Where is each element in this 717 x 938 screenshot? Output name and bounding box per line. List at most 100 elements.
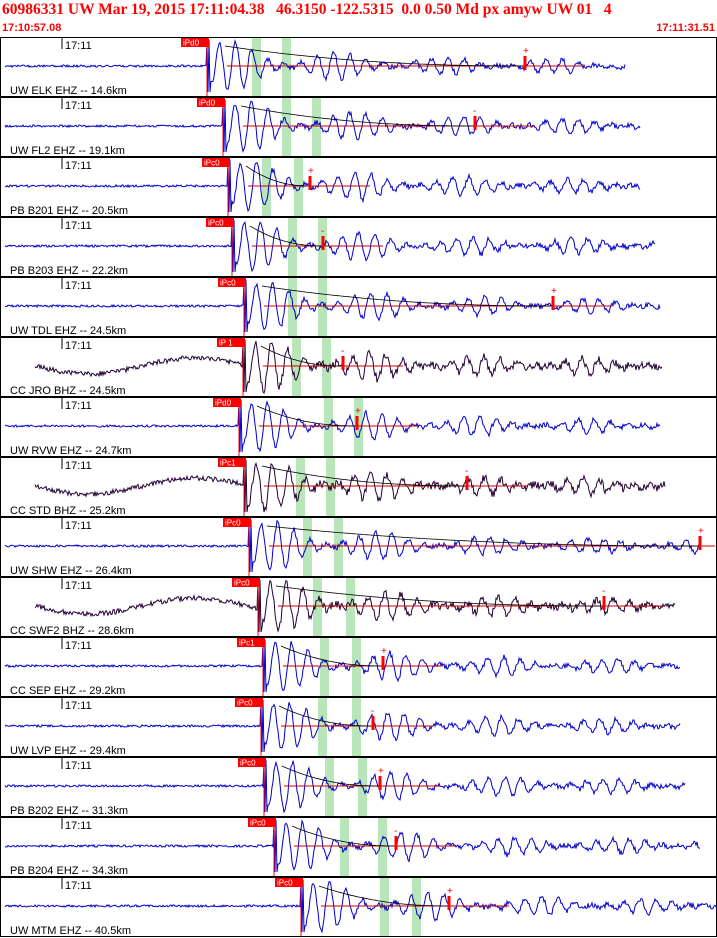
trace-panel: 17:11 + iPc0 UW SHW EHZ -- 26.4km — [0, 517, 717, 577]
station-label: UW LVP EHZ -- 29.4km — [10, 745, 126, 757]
waveform — [4, 219, 656, 273]
coda-end-marker — [465, 476, 469, 490]
window-shade — [318, 698, 327, 756]
pick-flag — [235, 698, 263, 707]
window-shade — [352, 698, 361, 756]
pick-flag — [223, 518, 251, 527]
pick-flag — [275, 878, 303, 887]
trace-panel: 17:11 + iPc0 PB B201 EHZ -- 20.5km — [0, 157, 717, 217]
coda-fit-curve — [278, 705, 373, 727]
station-label: UW RVW EHZ -- 24.7km — [10, 445, 131, 457]
coda-end-marker — [698, 536, 702, 550]
coda-fit-curve — [280, 645, 383, 667]
station-label: CC SEP EHZ -- 29.2km — [10, 685, 125, 697]
tick-label: 17:11 — [65, 100, 92, 112]
tick-label: 17:11 — [65, 700, 92, 712]
coda-sign: + — [308, 166, 314, 177]
window-shade — [288, 218, 297, 276]
seismogram-plot: 17:11 + iPd0 UW ELK EHZ -- 14.6km 17:11 - iPd0… — [0, 37, 717, 937]
pick-label: iPc0 — [234, 579, 250, 588]
pick-flag — [237, 638, 265, 647]
tick-label: 17:11 — [65, 40, 92, 52]
start-time: 17:10:57.08 — [2, 22, 62, 34]
coda-end-marker — [551, 296, 555, 310]
pick-label: iP 1 — [219, 339, 233, 348]
window-shade — [334, 518, 343, 576]
window-shade — [282, 98, 291, 156]
tick-label: 17:11 — [65, 400, 92, 412]
pick-label: iPc0 — [237, 699, 253, 708]
trace-panel: 17:11 - iPc0 PB B204 EHZ -- 34.3km — [0, 817, 717, 877]
trace-panel: 17:11 - iPc1 CC STD BHZ -- 25.2km — [0, 457, 717, 517]
coda-end-marker — [355, 416, 359, 430]
window-shade — [296, 458, 305, 516]
coda-end-marker — [378, 776, 382, 790]
coda-sign: + — [523, 46, 529, 57]
station-label: PB B203 EHZ -- 22.2km — [10, 265, 128, 277]
window-shade — [262, 158, 271, 216]
coda-sign: + — [355, 406, 361, 417]
trace-panel: 17:11 + iPc0 UW MTM EHZ -- 40.5km — [0, 877, 717, 937]
waveform — [4, 879, 717, 934]
trace-panel: 17:11 - iPd0 UW FL2 EHZ -- 19.1km — [0, 97, 717, 157]
station-label: PB B202 EHZ -- 31.3km — [10, 805, 128, 817]
tick-label: 17:11 — [65, 820, 92, 832]
waveform — [34, 579, 676, 633]
trace-panel: 17:11 - iP 1 CC JRO BHZ -- 24.5km — [0, 337, 717, 397]
station-label: UW ELK EHZ -- 14.6km — [10, 85, 127, 97]
waveform — [4, 818, 701, 873]
pick-label: iPc0 — [225, 519, 241, 528]
pick-label: iPc0 — [277, 879, 293, 888]
pick-label: iPd0 — [215, 399, 232, 408]
station-label: UW FL2 EHZ -- 19.1km — [10, 145, 125, 157]
trace-panel: 17:11 + iPc1 CC SEP EHZ -- 29.2km — [0, 637, 717, 697]
waveform — [4, 279, 661, 333]
station-label: UW TDL EHZ -- 24.5km — [10, 325, 126, 337]
event-title: 60986331 UW Mar 19, 2015 17:11:04.38 46.… — [2, 1, 612, 18]
coda-end-marker — [308, 176, 312, 190]
station-label: UW MTM EHZ -- 40.5km — [10, 925, 131, 937]
window-shade — [320, 638, 329, 696]
tick-label: 17:11 — [65, 640, 92, 652]
coda-fit-curve — [249, 225, 322, 247]
waveform — [4, 399, 661, 453]
pick-label: iPc0 — [208, 219, 224, 228]
coda-fit-curve — [224, 45, 525, 67]
window-shade — [318, 278, 327, 336]
tick-label: 17:11 — [65, 880, 92, 892]
pick-flag — [213, 398, 241, 407]
trace-panel: 17:11 + iPd0 UW ELK EHZ -- 14.6km — [0, 37, 717, 97]
window-shade — [378, 818, 387, 876]
pick-flag — [217, 338, 245, 347]
pick-label: iPc1 — [239, 639, 255, 648]
waveform — [4, 38, 626, 93]
tick-label: 17:11 — [65, 460, 92, 472]
pick-flag — [202, 158, 230, 167]
coda-end-marker — [341, 356, 345, 370]
end-time: 17:11:31.51 — [656, 22, 715, 34]
coda-sign: - — [341, 346, 344, 357]
trace-panel: 17:11 + iPc0 PB B202 EHZ -- 31.3km — [0, 757, 717, 817]
coda-sign: + — [698, 526, 704, 537]
tick-label: 17:11 — [65, 160, 92, 172]
coda-sign: - — [602, 586, 605, 597]
waveform — [34, 339, 663, 395]
pick-label: iPc0 — [220, 279, 236, 288]
coda-end-marker — [473, 116, 477, 130]
coda-sign: - — [473, 106, 476, 117]
trace-panel: 17:11 + iPd0 UW RVW EHZ -- 24.7km — [0, 397, 717, 457]
coda-sign: + — [447, 886, 453, 897]
window-shade — [292, 338, 301, 396]
pick-flag — [232, 578, 260, 587]
station-label: CC JRO BHZ -- 24.5km — [10, 385, 126, 397]
coda-end-marker — [381, 656, 385, 670]
pick-flag — [181, 38, 209, 47]
station-label: CC SWF2 BHZ -- 28.6km — [10, 625, 134, 637]
coda-end-marker — [447, 896, 451, 910]
tick-label: 17:11 — [65, 220, 92, 232]
coda-fit-curve — [240, 105, 475, 127]
trace-panel: 17:11 - iPc0 CC SWF2 BHZ -- 28.6km — [0, 577, 717, 637]
coda-fit-curve — [261, 465, 466, 487]
pick-flag — [218, 278, 246, 287]
coda-end-marker — [602, 596, 606, 610]
